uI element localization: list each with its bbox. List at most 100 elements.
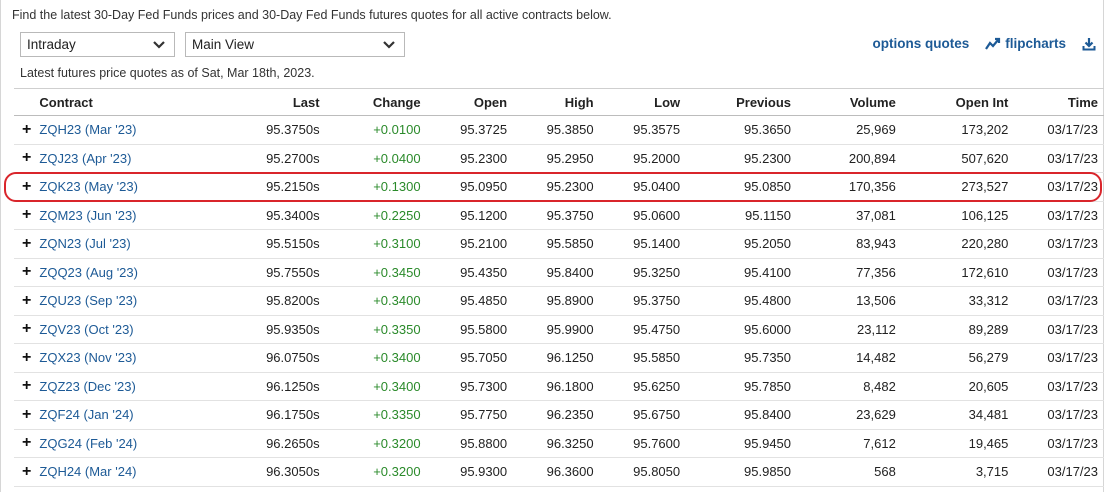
header-last[interactable]: Last (206, 88, 320, 116)
open-cell: 95.4350 (420, 258, 508, 287)
expand-row-button[interactable]: + (14, 286, 40, 316)
header-high[interactable]: High (507, 88, 594, 116)
table-body: + ZQH23 (Mar '23) 95.3750s +0.0100 95.3725 95… (14, 115, 1104, 487)
contract-cell[interactable]: ZQU23 (Sep '23) (39, 286, 207, 316)
high-cell: 96.3600 (507, 457, 594, 487)
time-cell: 03/17/23 (1008, 286, 1104, 316)
header-low[interactable]: Low (593, 88, 681, 116)
interval-select[interactable]: Intraday (20, 32, 175, 57)
time-cell: 03/17/23 (1008, 258, 1104, 287)
contract-cell[interactable]: ZQM23 (Jun '23) (39, 201, 207, 230)
table-row: + ZQQ23 (Aug '23) 95.7550s +0.3450 95.4350 95… (14, 258, 1104, 287)
expand-row-button[interactable]: + (14, 343, 40, 373)
chevron-down-icon (383, 41, 395, 49)
header-change[interactable]: Change (319, 88, 421, 116)
contract-cell[interactable]: ZQN23 (Jul '23) (39, 229, 207, 259)
view-select-value: Main View (192, 37, 255, 52)
table-row: + ZQV23 (Oct '23) 95.9350s +0.3350 95.5800 95… (14, 315, 1104, 344)
contract-cell[interactable]: ZQF24 (Jan '24) (39, 400, 207, 430)
volume-cell: 23,112 (791, 315, 896, 344)
expand-row-button[interactable]: + (14, 429, 40, 458)
contract-cell[interactable]: ZQJ23 (Apr '23) (39, 144, 207, 173)
time-cell: 03/17/23 (1008, 172, 1104, 202)
last-cell: 95.9350s (206, 315, 320, 344)
low-cell: 95.6250 (593, 372, 681, 401)
header-volume[interactable]: Volume (791, 88, 896, 116)
table-row: + ZQX23 (Nov '23) 96.0750s +0.3400 95.7050 96… (14, 343, 1104, 373)
expand-row-button[interactable]: + (14, 115, 40, 145)
table-row: + ZQF24 (Jan '24) 96.1750s +0.3350 95.7750 96… (14, 400, 1104, 430)
change-cell: +0.3350 (319, 400, 421, 430)
change-cell: +0.3450 (319, 258, 421, 287)
futures-quotes-table: Contract Last Change Open High Low Previ… (14, 88, 1104, 487)
last-cell: 95.8200s (206, 286, 320, 316)
plus-icon: + (22, 462, 32, 480)
previous-cell: 95.6000 (680, 315, 792, 344)
contract-cell[interactable]: ZQK23 (May '23) (39, 172, 207, 202)
expand-row-button[interactable]: + (14, 201, 40, 230)
change-cell: +0.2250 (319, 201, 421, 230)
open-int-cell: 220,280 (895, 229, 1009, 259)
open-int-cell: 34,481 (895, 400, 1009, 430)
open-cell: 95.2300 (420, 144, 508, 173)
low-cell: 95.1400 (593, 229, 681, 259)
options-quotes-link[interactable]: options quotes (872, 36, 969, 51)
expand-row-button[interactable]: + (14, 144, 40, 173)
contract-cell[interactable]: ZQH23 (Mar '23) (39, 115, 207, 145)
time-cell: 03/17/23 (1008, 429, 1104, 458)
high-cell: 95.5850 (507, 229, 594, 259)
interval-select-value: Intraday (27, 37, 76, 52)
open-cell: 95.4850 (420, 286, 508, 316)
flipcharts-link[interactable]: flipcharts (985, 36, 1066, 51)
expand-row-button[interactable]: + (14, 400, 40, 430)
expand-row-button[interactable]: + (14, 372, 40, 401)
volume-cell: 37,081 (791, 201, 896, 230)
download-button[interactable] (1082, 37, 1096, 51)
header-open[interactable]: Open (420, 88, 508, 116)
table-row: + ZQU23 (Sep '23) 95.8200s +0.3400 95.4850 95… (14, 286, 1104, 316)
header-time[interactable]: Time (1008, 88, 1104, 116)
time-cell: 03/17/23 (1008, 115, 1104, 145)
header-previous[interactable]: Previous (680, 88, 792, 116)
contract-cell[interactable]: ZQH24 (Mar '24) (39, 457, 207, 487)
volume-cell: 200,894 (791, 144, 896, 173)
view-select[interactable]: Main View (185, 32, 405, 57)
high-cell: 96.1800 (507, 372, 594, 401)
previous-cell: 95.1150 (680, 201, 792, 230)
header-links: options quotes flipcharts (872, 36, 1096, 51)
previous-cell: 95.9850 (680, 457, 792, 487)
change-cell: +0.3100 (319, 229, 421, 259)
contract-cell[interactable]: ZQV23 (Oct '23) (39, 315, 207, 344)
low-cell: 95.3250 (593, 258, 681, 287)
contract-cell[interactable]: ZQX23 (Nov '23) (39, 343, 207, 373)
change-cell: +0.3400 (319, 343, 421, 373)
last-cell: 96.0750s (206, 343, 320, 373)
header-open-int[interactable]: Open Int (895, 88, 1009, 116)
contract-cell[interactable]: ZQZ23 (Dec '23) (39, 372, 207, 401)
plus-icon: + (22, 206, 32, 224)
last-cell: 95.5150s (206, 229, 320, 259)
volume-cell: 25,969 (791, 115, 896, 145)
plus-icon: + (22, 149, 32, 167)
contract-cell[interactable]: ZQG24 (Feb '24) (39, 429, 207, 458)
expand-row-button[interactable]: + (14, 315, 40, 344)
plus-icon: + (22, 434, 32, 452)
contract-cell[interactable]: ZQQ23 (Aug '23) (39, 258, 207, 287)
open-cell: 95.7050 (420, 343, 508, 373)
expand-row-button[interactable]: + (14, 172, 40, 202)
low-cell: 95.4750 (593, 315, 681, 344)
expand-row-button[interactable]: + (14, 457, 40, 487)
open-cell: 95.7750 (420, 400, 508, 430)
flipcharts-label: flipcharts (1005, 36, 1066, 51)
table-header-row: Contract Last Change Open High Low Previ… (14, 88, 1104, 116)
low-cell: 95.7600 (593, 429, 681, 458)
time-cell: 03/17/23 (1008, 229, 1104, 259)
expand-row-button[interactable]: + (14, 229, 40, 259)
volume-cell: 7,612 (791, 429, 896, 458)
table-row: + ZQH24 (Mar '24) 96.3050s +0.3200 95.9300 96… (14, 457, 1104, 487)
last-cell: 96.1250s (206, 372, 320, 401)
table-row: + ZQJ23 (Apr '23) 95.2700s +0.0400 95.2300 95… (14, 144, 1104, 173)
plus-icon: + (22, 348, 32, 366)
expand-row-button[interactable]: + (14, 258, 40, 287)
header-contract[interactable]: Contract (39, 88, 207, 116)
